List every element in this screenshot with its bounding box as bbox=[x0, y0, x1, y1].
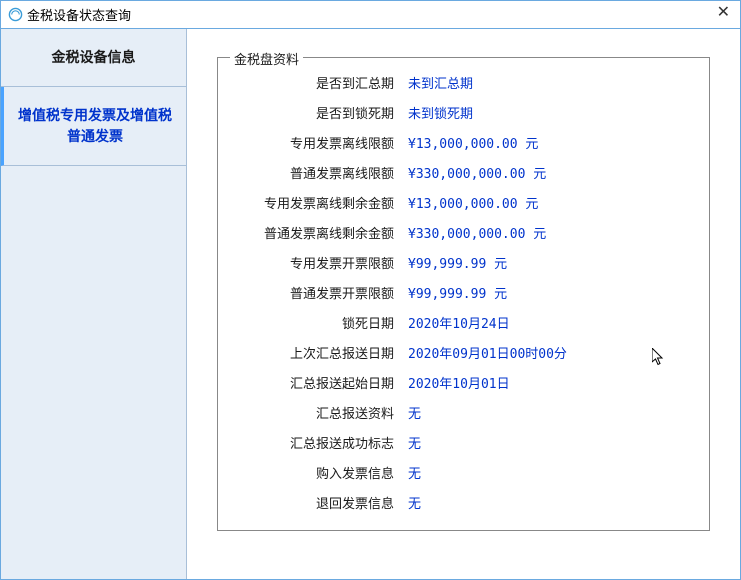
sidebar-item-device-info[interactable]: 金税设备信息 bbox=[1, 29, 186, 87]
field-label: 专用发票离线剩余金额 bbox=[238, 193, 408, 212]
field-row: 购入发票信息无 bbox=[238, 463, 689, 482]
app-icon bbox=[7, 7, 23, 23]
field-label: 锁死日期 bbox=[238, 313, 408, 332]
fieldset-legend: 金税盘资料 bbox=[230, 49, 303, 68]
close-icon[interactable]: ✕ bbox=[717, 5, 730, 21]
field-value: 无 bbox=[408, 493, 421, 512]
field-label: 普通发票离线剩余金额 bbox=[238, 223, 408, 242]
titlebar[interactable]: 金税设备状态查询 ✕ bbox=[1, 1, 740, 29]
field-row: 锁死日期2020年10月24日 bbox=[238, 313, 689, 332]
sidebar: 金税设备信息 增值税专用发票及增值税普通发票 bbox=[1, 29, 187, 579]
field-value: ¥13,000,000.00 元 bbox=[408, 133, 538, 152]
field-row: 上次汇总报送日期2020年09月01日00时00分 bbox=[238, 343, 689, 362]
field-value: 无 bbox=[408, 463, 421, 482]
field-value: 未到汇总期 bbox=[408, 73, 473, 92]
tax-disk-fieldset: 金税盘资料 是否到汇总期未到汇总期是否到锁死期未到锁死期专用发票离线限额¥13,… bbox=[217, 57, 710, 531]
field-label: 汇总报送成功标志 bbox=[238, 433, 408, 452]
field-value: ¥99,999.99 元 bbox=[408, 253, 507, 272]
field-value: 未到锁死期 bbox=[408, 103, 473, 122]
field-label: 普通发票离线限额 bbox=[238, 163, 408, 182]
field-label: 汇总报送资料 bbox=[238, 403, 408, 422]
field-row: 专用发票离线限额¥13,000,000.00 元 bbox=[238, 133, 689, 152]
field-value: ¥13,000,000.00 元 bbox=[408, 193, 538, 212]
field-label: 购入发票信息 bbox=[238, 463, 408, 482]
field-label: 普通发票开票限额 bbox=[238, 283, 408, 302]
field-row: 汇总报送资料无 bbox=[238, 403, 689, 422]
field-value: 2020年10月24日 bbox=[408, 313, 510, 332]
field-row: 是否到汇总期未到汇总期 bbox=[238, 73, 689, 92]
field-label: 退回发票信息 bbox=[238, 493, 408, 512]
field-row: 汇总报送成功标志无 bbox=[238, 433, 689, 452]
field-label: 上次汇总报送日期 bbox=[238, 343, 408, 362]
body-area: 金税设备信息 增值税专用发票及增值税普通发票 金税盘资料 是否到汇总期未到汇总期… bbox=[1, 29, 740, 579]
field-row: 专用发票开票限额¥99,999.99 元 bbox=[238, 253, 689, 272]
sidebar-item-label: 金税设备信息 bbox=[52, 49, 136, 65]
field-row: 退回发票信息无 bbox=[238, 493, 689, 512]
field-row: 专用发票离线剩余金额¥13,000,000.00 元 bbox=[238, 193, 689, 212]
field-row: 普通发票开票限额¥99,999.99 元 bbox=[238, 283, 689, 302]
field-value: 无 bbox=[408, 403, 421, 422]
field-value: ¥99,999.99 元 bbox=[408, 283, 507, 302]
field-row: 汇总报送起始日期2020年10月01日 bbox=[238, 373, 689, 392]
field-row: 是否到锁死期未到锁死期 bbox=[238, 103, 689, 122]
field-label: 汇总报送起始日期 bbox=[238, 373, 408, 392]
field-label: 是否到锁死期 bbox=[238, 103, 408, 122]
sidebar-item-vat-invoice[interactable]: 增值税专用发票及增值税普通发票 bbox=[1, 87, 186, 166]
app-window: 金税设备状态查询 ✕ 金税设备信息 增值税专用发票及增值税普通发票 金税盘资料 … bbox=[0, 0, 741, 580]
field-label: 专用发票离线限额 bbox=[238, 133, 408, 152]
content-area: 金税盘资料 是否到汇总期未到汇总期是否到锁死期未到锁死期专用发票离线限额¥13,… bbox=[187, 29, 740, 579]
field-value: ¥330,000,000.00 元 bbox=[408, 163, 546, 182]
field-row: 普通发票离线剩余金额¥330,000,000.00 元 bbox=[238, 223, 689, 242]
field-value: 无 bbox=[408, 433, 421, 452]
field-value: 2020年10月01日 bbox=[408, 373, 510, 392]
field-row: 普通发票离线限额¥330,000,000.00 元 bbox=[238, 163, 689, 182]
field-label: 是否到汇总期 bbox=[238, 73, 408, 92]
field-value: ¥330,000,000.00 元 bbox=[408, 223, 546, 242]
sidebar-item-label: 增值税专用发票及增值税普通发票 bbox=[18, 107, 172, 144]
field-label: 专用发票开票限额 bbox=[238, 253, 408, 272]
field-value: 2020年09月01日00时00分 bbox=[408, 343, 567, 362]
window-title: 金税设备状态查询 bbox=[27, 5, 131, 24]
